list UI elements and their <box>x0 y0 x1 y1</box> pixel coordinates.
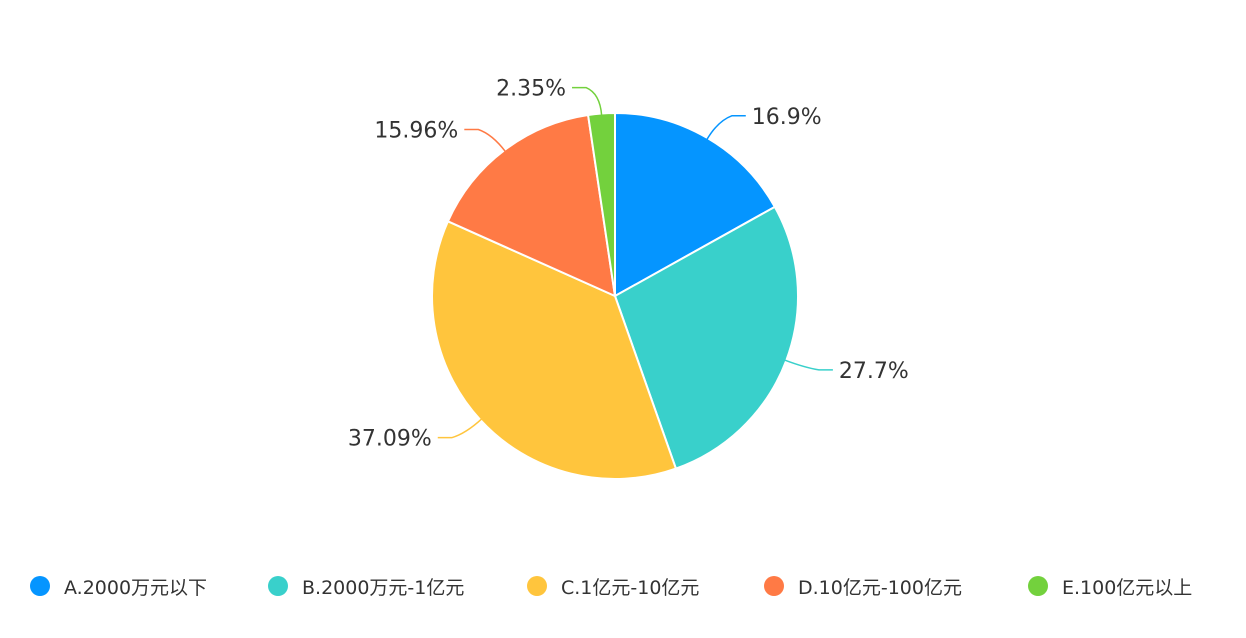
legend-swatch <box>764 576 784 596</box>
legend-swatch <box>30 576 50 596</box>
data-label: 27.7% <box>839 359 909 384</box>
legend-swatch <box>1028 576 1048 596</box>
data-label: 37.09% <box>348 427 432 452</box>
leader-line <box>572 86 603 116</box>
pie-chart: 16.9% 27.7% 37.09% 15.96% 2.35% <box>348 77 909 480</box>
data-label: 16.9% <box>752 105 822 130</box>
legend-swatch <box>527 576 547 596</box>
leader-line <box>437 418 483 439</box>
leader-line <box>464 128 507 153</box>
pie-slices <box>431 112 799 480</box>
data-label: 2.35% <box>496 77 566 102</box>
leader-line <box>706 115 746 141</box>
legend: A.2000万元以下 B.2000万元-1亿元 C.1亿元-10亿元 D.10亿元-1… <box>0 568 1246 604</box>
legend-item[interactable]: A.2000万元以下 <box>30 568 207 604</box>
legend-item[interactable]: D.10亿元-100亿元 <box>764 568 962 604</box>
legend-item[interactable]: B.2000万元-1亿元 <box>268 568 464 604</box>
legend-label: D.10亿元-100亿元 <box>798 576 962 599</box>
leader-line <box>784 359 833 371</box>
legend-label: E.100亿元以上 <box>1062 576 1193 599</box>
legend-label: A.2000万元以下 <box>64 576 208 599</box>
legend-label: B.2000万元-1亿元 <box>302 576 465 599</box>
legend-item[interactable]: C.1亿元-10亿元 <box>527 568 699 604</box>
legend-swatch <box>268 576 288 596</box>
legend-label: C.1亿元-10亿元 <box>561 576 700 599</box>
legend-item[interactable]: E.100亿元以上 <box>1028 568 1192 604</box>
leader-lines <box>437 86 833 439</box>
data-labels: 16.9% 27.7% 37.09% 15.96% 2.35% <box>348 77 909 452</box>
data-label: 15.96% <box>374 119 458 144</box>
